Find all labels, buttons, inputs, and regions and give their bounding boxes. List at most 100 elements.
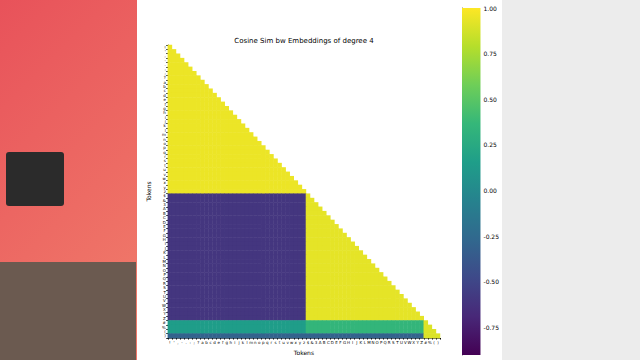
svg-text:t: t [279, 340, 281, 345]
svg-text:e: e [163, 97, 166, 103]
svg-text:G: G [162, 232, 166, 238]
svg-text:W: W [161, 302, 166, 308]
svg-text:c: c [209, 340, 211, 345]
svg-text:K: K [359, 340, 362, 345]
svg-text::: : [190, 340, 191, 345]
svg-text:-: - [181, 340, 183, 345]
svg-text:N: N [371, 340, 374, 345]
svg-text:n: n [254, 340, 257, 345]
svg-text:N: N [162, 263, 166, 269]
svg-text:): ) [437, 340, 439, 345]
svg-text:O: O [375, 340, 378, 345]
svg-text:G: G [343, 340, 346, 345]
svg-text:v: v [286, 340, 289, 345]
svg-text:(: ( [433, 340, 435, 345]
svg-text:Q: Q [162, 276, 166, 282]
svg-text:-0.50: -0.50 [483, 278, 499, 285]
svg-text:f: f [222, 340, 224, 345]
svg-text:b: b [205, 340, 208, 345]
svg-text:k: k [242, 340, 245, 345]
svg-text:a: a [163, 79, 166, 85]
svg-text:m: m [161, 132, 166, 138]
svg-text:D: D [162, 219, 166, 225]
svg-text:h: h [163, 110, 166, 116]
svg-text:F: F [339, 340, 342, 345]
svg-text:M: M [162, 259, 166, 264]
svg-text:Q: Q [384, 340, 387, 345]
svg-text:u: u [282, 340, 285, 345]
svg-text:d: d [213, 340, 216, 345]
svg-text:P: P [380, 340, 383, 345]
svg-text:p: p [163, 145, 166, 151]
svg-text:1.00: 1.00 [483, 5, 497, 12]
svg-text:$: $ [307, 340, 310, 345]
svg-text:Tokens: Tokens [293, 349, 314, 356]
svg-text:&: & [310, 340, 313, 345]
svg-text:H: H [162, 237, 166, 243]
svg-text:X: X [412, 340, 415, 345]
svg-text:.: . [185, 340, 186, 345]
svg-text:q: q [163, 149, 166, 155]
svg-text:E: E [335, 340, 338, 345]
svg-text:o: o [258, 340, 261, 345]
svg-text:-0.75: -0.75 [483, 324, 499, 331]
svg-text:q: q [266, 340, 269, 345]
svg-text:Y: Y [415, 340, 419, 345]
svg-text:s: s [163, 158, 166, 164]
svg-text:3: 3 [315, 340, 318, 345]
svg-text:w: w [162, 175, 166, 181]
svg-text:A: A [319, 340, 322, 345]
svg-text:k: k [163, 123, 166, 129]
svg-text:c: c [163, 88, 166, 94]
svg-text:;: ; [194, 340, 195, 345]
svg-text:W: W [408, 340, 412, 345]
svg-text:w: w [290, 340, 294, 345]
svg-text:': ' [173, 340, 174, 345]
svg-text:n: n [163, 136, 166, 142]
svg-text:!: ! [169, 340, 171, 345]
svg-text:0.50: 0.50 [483, 96, 497, 103]
svg-text:B: B [323, 340, 326, 345]
svg-text:-0.25: -0.25 [483, 233, 499, 240]
svg-text:C: C [327, 340, 330, 345]
svg-text:i: i [234, 340, 235, 345]
svg-text:O: O [162, 267, 166, 273]
svg-text:h: h [230, 340, 233, 345]
svg-text:b: b [163, 84, 166, 89]
svg-text:x: x [295, 340, 298, 345]
svg-text:): ) [164, 333, 166, 338]
svg-text:,: , [177, 340, 178, 345]
html-text:L M: L M [363, 339, 371, 345]
svg-text:?: ? [197, 340, 199, 345]
svg-text:Cosine Sim bw Embeddings of de: Cosine Sim bw Embeddings of degree 4 [234, 37, 374, 45]
svg-text:T: T [395, 340, 399, 345]
svg-text:U: U [162, 294, 166, 299]
svg-text:g: g [225, 340, 228, 345]
svg-text:U: U [400, 340, 403, 345]
svg-text:o: o [163, 140, 166, 146]
svg-text:g: g [163, 105, 166, 111]
svg-text:Tokens: Tokens [145, 181, 152, 202]
svg-text:a: a [201, 340, 204, 345]
svg-text:0.75: 0.75 [483, 50, 497, 57]
svg-text:R: R [388, 340, 391, 345]
svg-text:l: l [246, 340, 247, 345]
svg-text:S: S [392, 340, 395, 345]
svg-text:s: s [274, 340, 276, 345]
svg-text:r: r [271, 340, 273, 345]
svg-text:Z: Z [420, 340, 423, 345]
svg-text:%: % [428, 340, 432, 345]
svg-text:H: H [347, 340, 350, 345]
svg-text:m: m [249, 340, 253, 345]
svg-text:J: J [355, 340, 357, 345]
svg-text:d: d [163, 92, 166, 98]
svg-text:0.25: 0.25 [483, 141, 497, 148]
svg-text:y: y [299, 340, 302, 345]
svg-text:D: D [331, 340, 334, 345]
svg-text:p: p [262, 340, 265, 345]
svg-text:I: I [352, 340, 353, 345]
svg-text:0.00: 0.00 [483, 187, 497, 194]
svg-text:j: j [237, 340, 239, 345]
svg-text:e: e [217, 340, 220, 345]
svg-text:z: z [303, 340, 305, 345]
